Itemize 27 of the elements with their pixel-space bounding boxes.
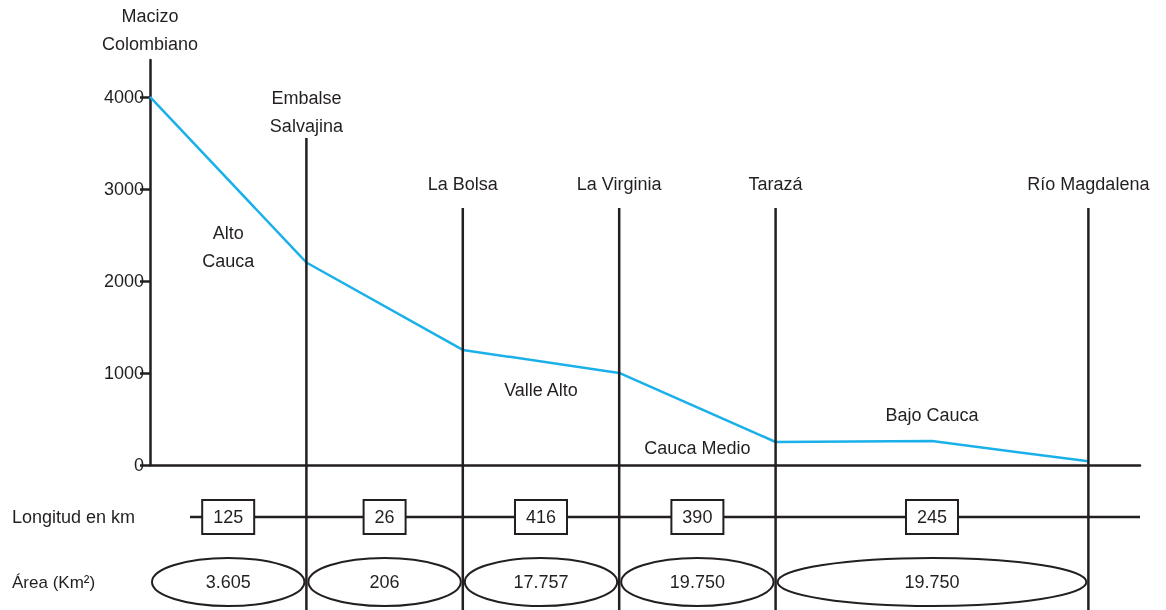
annotation: Alto Cauca [202, 223, 256, 272]
y-tick-label: 2000 [103, 270, 144, 291]
text: 245 [916, 507, 948, 527]
x-tick-label: La Bolsa [427, 174, 499, 194]
text: 3.605 [205, 572, 251, 592]
annotation: Bajo Cauca [885, 404, 980, 425]
text: 125 [213, 507, 244, 527]
x-tick-label: Embalse Salvajina [269, 88, 344, 136]
y-tick-label: 1000 [103, 362, 144, 383]
text: 416 [525, 507, 557, 527]
y-tick-label: 3000 [103, 178, 144, 199]
text: Longitud en km [12, 507, 136, 527]
text: Área (Km²) [12, 573, 96, 592]
x-tick-label: Tarazá [748, 174, 804, 194]
text: 26 [374, 507, 395, 527]
y-tick-label: 4000 [103, 86, 144, 107]
text: 206 [369, 572, 400, 592]
text: 17.757 [513, 572, 569, 592]
text: 390 [682, 507, 713, 527]
y-tick-label: 0 [133, 455, 144, 475]
x-tick-label: Macizo Colombiano [101, 6, 199, 54]
annotation: Cauca Medio [644, 437, 751, 458]
text: 19.750 [669, 572, 725, 592]
text: 19.750 [904, 572, 960, 592]
x-tick-label: Río Magdalena [1027, 174, 1151, 194]
annotation: Valle Alto [504, 379, 578, 400]
x-tick-label: La Virginia [576, 174, 663, 194]
